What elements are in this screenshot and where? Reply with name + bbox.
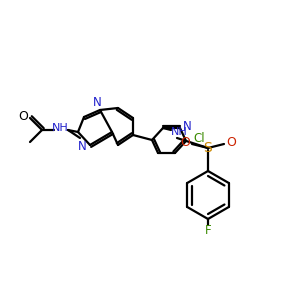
Text: N: N [183,121,191,134]
Text: F: F [205,224,211,236]
Text: O: O [180,136,190,148]
Text: NH: NH [52,123,68,133]
Text: N: N [93,95,101,109]
Text: NH: NH [171,127,188,137]
Text: O: O [226,136,236,148]
Text: O: O [18,110,28,124]
Text: Cl: Cl [193,131,205,145]
Text: N: N [78,140,86,152]
Text: S: S [204,141,212,155]
